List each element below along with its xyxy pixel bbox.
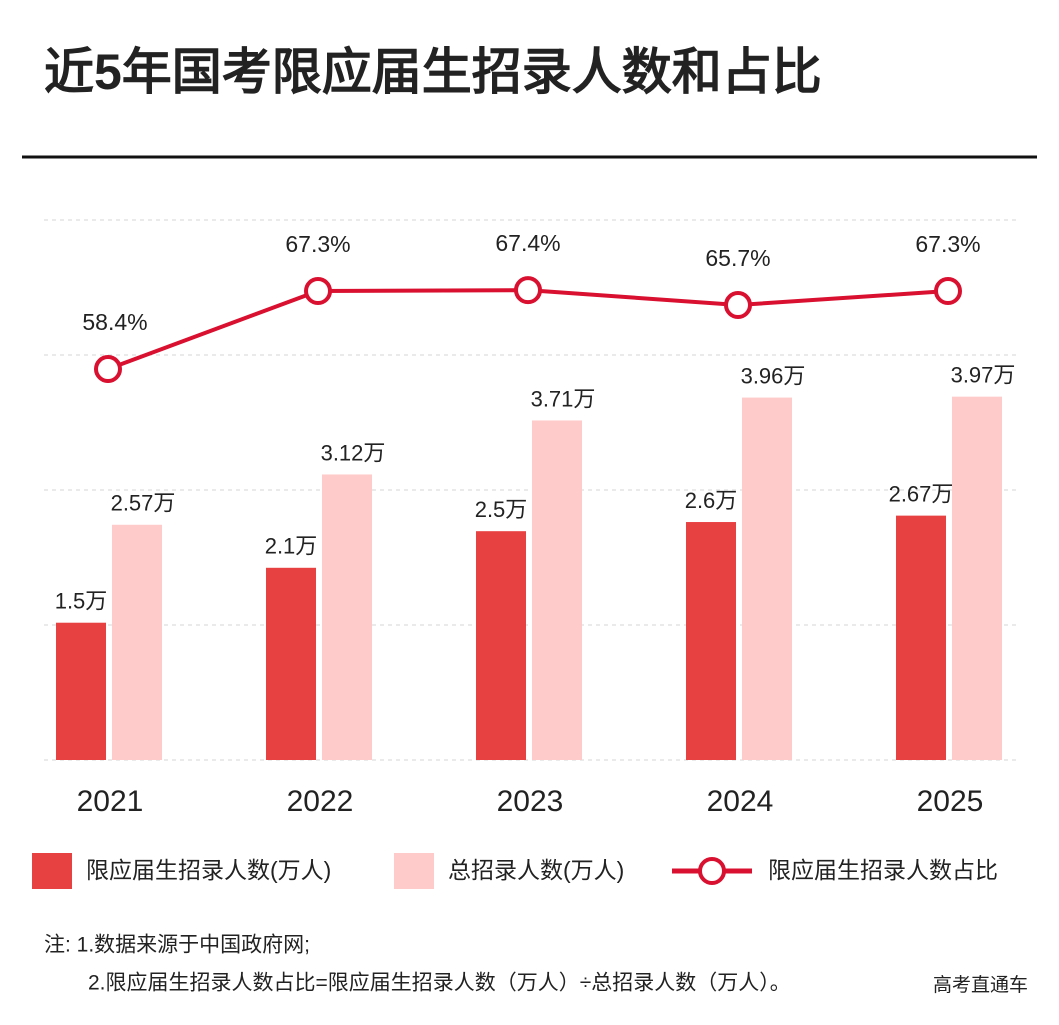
value-label: 3.71万 [531,386,596,411]
source: 高考直通车 [933,974,1028,996]
value-label: 2.5万 [475,497,528,522]
value-label: 2.57万 [111,491,176,516]
point [514,276,542,305]
bar [896,515,946,760]
bar [686,522,736,760]
legend-label: 总招录人数(万人) [448,857,624,883]
bar [56,622,106,760]
point [934,277,962,306]
value-label: 67.4% [495,230,560,256]
bar [532,420,582,760]
bar [476,531,526,760]
value-label: 67.3% [915,231,980,257]
bar [742,397,792,760]
x-tick-label: 2025 [917,785,984,818]
bar [266,567,316,760]
value-label: 1.5万 [55,589,108,614]
value-label: 2.67万 [889,481,954,506]
value-label: 3.96万 [741,363,806,388]
x-tick-label: 2022 [287,785,354,818]
legend-swatch [32,853,72,889]
bar [952,396,1002,760]
point [724,291,752,320]
point [304,277,332,306]
legend-marker [698,857,726,885]
x-tick-label: 2021 [77,785,144,818]
legend-label: 限应届生招录人数(万人) [86,857,331,883]
value-label: 67.3% [285,231,350,257]
value-label: 2.6万 [685,488,738,513]
legend-label: 限应届生招录人数占比 [768,857,998,883]
bar [322,474,372,760]
value-label: 2.1万 [265,534,318,559]
x-tick-label: 2024 [707,785,774,818]
legend: 限应届生招录人数(万人) 总招录人数(万人) 限应届生招录人数占比 [32,853,998,889]
note: 2.限应届生招录人数占比=限应届生招录人数（万人）÷总招录人数（万人）。 [88,972,791,995]
note: 注: 1.数据来源于中国政府网; [44,934,310,957]
value-label: 3.12万 [321,440,386,465]
value-label: 58.4% [82,309,147,335]
value-label: 3.97万 [951,362,1016,387]
x-tick-label: 2023 [497,785,564,818]
point [94,355,122,384]
legend-swatch [394,853,434,889]
value-label: 65.7% [705,245,770,271]
bar [112,524,162,760]
chart-title: 近5年国考限应届生招录人数和占比 [44,44,822,100]
